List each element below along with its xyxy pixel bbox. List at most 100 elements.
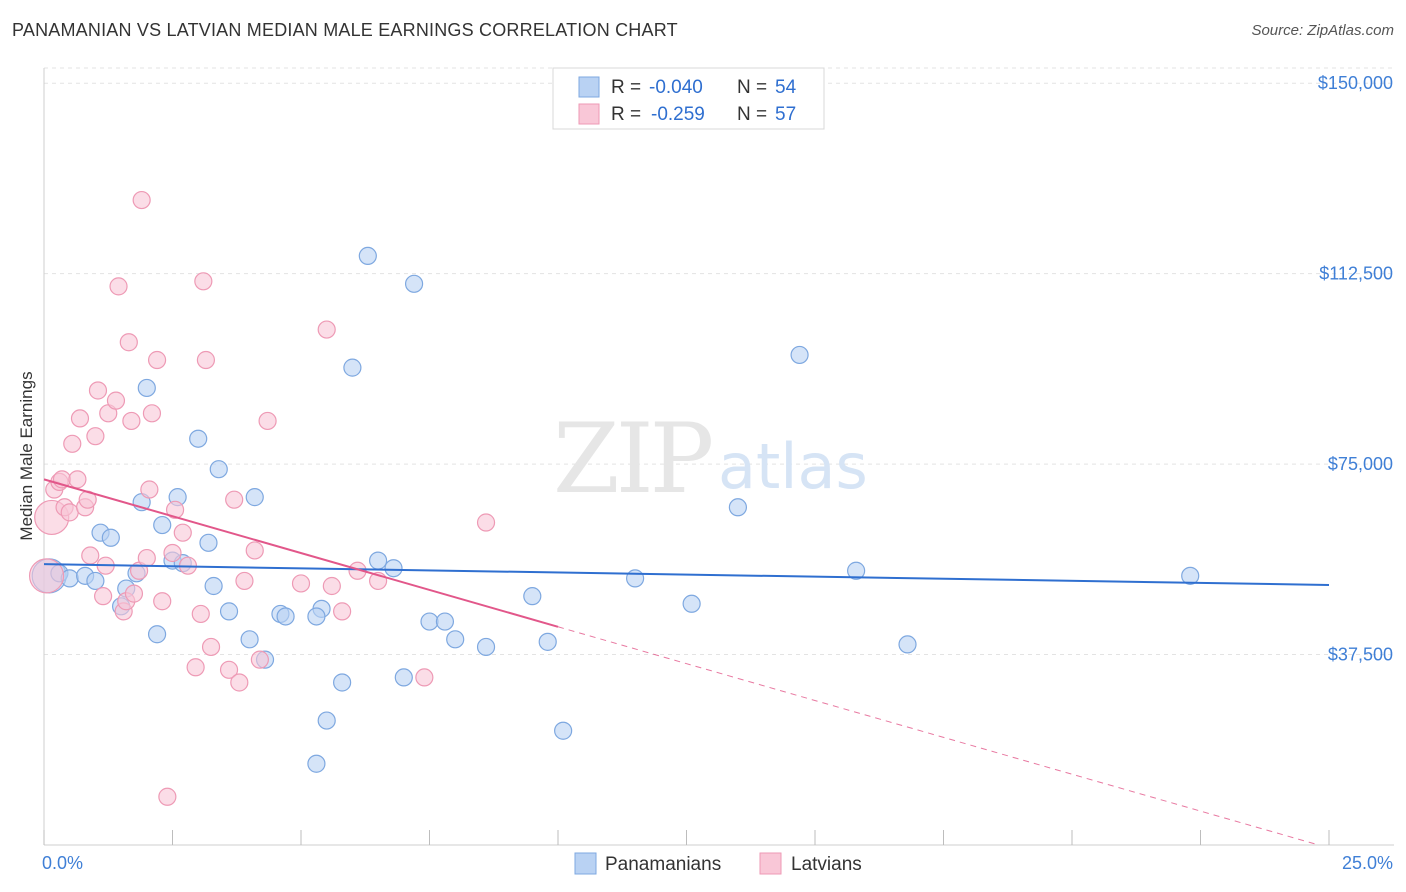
point-panamanians (369, 551, 388, 570)
chart-source: Source: ZipAtlas.com (1251, 22, 1394, 39)
point-panamanians (394, 668, 413, 687)
point-panamanians (245, 488, 264, 507)
point-latvians (333, 602, 352, 621)
point-panamanians (446, 630, 465, 649)
legend-box: R = -0.040 N = 54 R = -0.259 N = 57 (552, 67, 825, 130)
x-tick-label: 0.0% (42, 853, 83, 873)
bottom-legend-label-latvians: Latvians (791, 854, 862, 875)
point-latvians (250, 650, 269, 669)
point-panamanians (189, 429, 208, 448)
point-panamanians (137, 378, 156, 398)
point-panamanians (147, 625, 167, 644)
watermark-atlas: atlas (718, 430, 868, 503)
point-panamanians (538, 632, 557, 651)
point-latvians (158, 787, 177, 806)
point-latvians (86, 427, 105, 446)
point-latvians (122, 411, 141, 431)
point-latvians (109, 277, 128, 296)
bottom-legend: Panamanians Latvians (574, 852, 862, 875)
trendline-panamanians (43, 563, 1330, 586)
point-latvians (219, 660, 239, 679)
point-panamanians (404, 274, 424, 293)
y-tick-label: $75,000 (1328, 454, 1393, 474)
point-panamanians (384, 559, 403, 578)
trend-layer (43, 478, 1330, 846)
point-latvians (291, 574, 311, 593)
axis-layer (43, 68, 1394, 846)
legend-r-label-panamanians: R = (611, 77, 641, 98)
point-latvians (106, 391, 126, 410)
y-tick-label: $37,500 (1328, 645, 1393, 665)
point-panamanians (554, 721, 573, 740)
point-latvians (94, 587, 113, 606)
point-panamanians (204, 576, 223, 596)
trendline-latvians (43, 478, 559, 628)
point-latvians (68, 470, 87, 489)
point-latvians (415, 668, 434, 687)
y-tick-label: $150,000 (1318, 73, 1393, 93)
point-panamanians (199, 533, 218, 552)
point-panamanians (240, 630, 259, 649)
bottom-legend-swatch-panamanians (574, 852, 597, 875)
point-panamanians (728, 498, 748, 517)
point-panamanians (420, 612, 439, 631)
point-panamanians (101, 528, 120, 547)
x-tick-labels: 0.0% 25.0% (42, 830, 1393, 873)
legend-n-label-latvians: N = (737, 104, 767, 125)
trendline-extension-latvians (557, 626, 1319, 846)
points-layer (28, 190, 1200, 806)
point-panamanians (209, 460, 228, 479)
point-panamanians (86, 571, 105, 591)
point-panamanians (333, 673, 352, 692)
bottom-legend-label-panamanians: Panamanians (605, 854, 721, 875)
point-panamanians (898, 635, 917, 654)
point-latvians (235, 571, 254, 591)
point-latvians (201, 637, 221, 657)
point-panamanians (343, 358, 362, 377)
point-latvians (81, 546, 100, 565)
point-panamanians (625, 569, 645, 588)
y-tick-label: $112,500 (1319, 264, 1393, 284)
point-latvians (60, 503, 79, 522)
point-latvians (140, 480, 159, 499)
bottom-legend-swatch-latvians (759, 852, 782, 875)
point-latvians (476, 513, 496, 532)
point-latvians (230, 673, 249, 692)
point-panamanians (153, 515, 172, 535)
point-latvians (63, 434, 82, 453)
point-latvians (124, 584, 144, 603)
chart-title: PANAMANIAN VS LATVIAN MEDIAN MALE EARNIN… (12, 20, 678, 40)
point-latvians (225, 490, 244, 509)
point-panamanians (276, 607, 295, 626)
watermark: ZIP atlas (553, 403, 868, 515)
legend-r-label-latvians: R = (611, 104, 641, 125)
point-latvians (70, 409, 90, 428)
point-latvians (196, 350, 216, 370)
y-tick-labels: $150,000 $112,500 $75,000 $37,500 (1318, 73, 1393, 664)
legend-r-value-panamanians: -0.040 (649, 77, 703, 98)
point-latvians (186, 658, 205, 677)
point-panamanians (358, 246, 377, 266)
point-panamanians (307, 754, 326, 773)
legend-r-value-latvians: -0.259 (651, 104, 705, 125)
point-latvians (28, 558, 65, 594)
legend-swatch-latvians (578, 103, 600, 125)
point-latvians (258, 411, 277, 431)
point-panamanians (307, 607, 326, 626)
point-latvians (142, 404, 162, 423)
point-panamanians (790, 345, 809, 365)
legend-n-value-panamanians: 54 (775, 77, 797, 98)
point-latvians (317, 320, 336, 339)
point-latvians (322, 576, 341, 596)
legend-n-value-latvians: 57 (775, 104, 796, 125)
legend-n-label-panamanians: N = (737, 77, 767, 98)
point-latvians (245, 541, 264, 560)
point-panamanians (847, 561, 866, 580)
point-latvians (194, 272, 213, 291)
point-panamanians (682, 594, 701, 613)
point-panamanians (435, 612, 455, 631)
x-tick-label: 25.0% (1342, 853, 1393, 873)
point-panamanians (523, 587, 542, 606)
point-latvians (132, 190, 151, 210)
